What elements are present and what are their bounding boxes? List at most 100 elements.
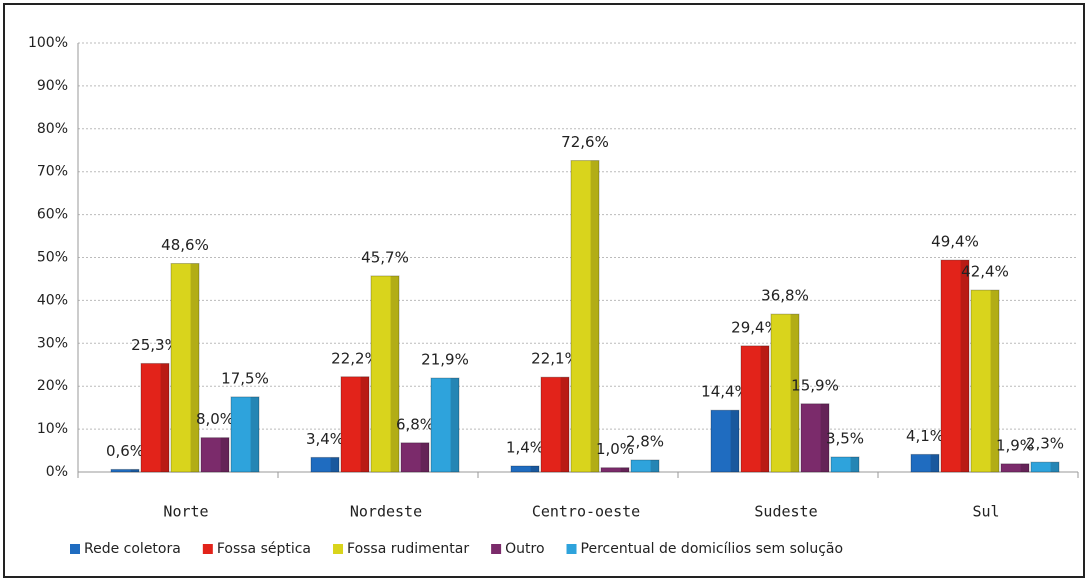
legend-label: Rede coletora xyxy=(84,541,181,557)
y-tick-label: 0% xyxy=(46,464,68,480)
bar-shade xyxy=(450,378,459,472)
legend-label: Fossa séptica xyxy=(217,541,311,557)
bar xyxy=(400,442,430,473)
bar-shade xyxy=(650,459,659,472)
bar-shade xyxy=(730,410,739,472)
bar-shade xyxy=(220,437,229,472)
value-label: 3,5% xyxy=(826,429,864,447)
bar-shade xyxy=(820,403,829,472)
bar-shade xyxy=(190,263,199,472)
bar xyxy=(200,437,230,473)
bar xyxy=(510,465,540,473)
value-label: 49,4% xyxy=(931,233,979,251)
value-label: 1,4% xyxy=(506,438,544,456)
value-label: 15,9% xyxy=(791,376,839,394)
y-tick-label: 80% xyxy=(37,121,68,137)
bar xyxy=(740,345,770,473)
value-label: 21,9% xyxy=(421,351,469,369)
legend-swatch xyxy=(491,544,502,554)
legend-label: Outro xyxy=(505,541,544,557)
bar xyxy=(340,376,370,473)
bar xyxy=(310,456,340,473)
y-tick-label: 20% xyxy=(37,378,68,394)
bar-shade xyxy=(850,456,859,472)
bar xyxy=(970,289,1000,473)
bar xyxy=(1000,463,1030,473)
bar-shade xyxy=(930,454,939,472)
value-label: 17,5% xyxy=(221,369,269,387)
y-tick-label: 40% xyxy=(37,292,68,308)
bar-shade xyxy=(390,275,399,472)
bar xyxy=(430,377,460,473)
legend-swatch xyxy=(202,544,213,554)
value-label: 2,3% xyxy=(1026,435,1064,453)
chart-frame xyxy=(3,3,1085,578)
x-tick-label: Norte xyxy=(163,503,208,521)
bar-shade xyxy=(530,465,539,472)
value-label: 25,3% xyxy=(131,336,179,354)
bar-shade xyxy=(130,469,139,472)
bar xyxy=(600,467,630,473)
y-tick-label: 30% xyxy=(37,335,68,351)
bar xyxy=(710,409,740,473)
value-label: 3,4% xyxy=(306,430,344,448)
bar xyxy=(1030,461,1060,473)
bar xyxy=(800,403,830,473)
value-label: 1,9% xyxy=(996,436,1034,454)
bar-shade xyxy=(160,363,169,472)
legend-label: Fossa rudimentar xyxy=(347,541,469,557)
legend-swatch xyxy=(333,544,344,554)
x-tick-label: Nordeste xyxy=(350,503,422,521)
value-label: 36,8% xyxy=(761,287,809,305)
value-label: 6,8% xyxy=(396,415,434,433)
value-label: 45,7% xyxy=(361,248,409,266)
bar xyxy=(630,459,660,473)
y-tick-label: 70% xyxy=(37,164,68,180)
bar xyxy=(940,259,970,473)
bar-shade xyxy=(590,160,599,472)
bar-shade xyxy=(360,376,369,472)
legend-label: Percentual de domicílios sem solução xyxy=(581,541,844,557)
value-label: 0,6% xyxy=(106,442,144,460)
bar-shade xyxy=(420,442,429,472)
bar-shade xyxy=(330,457,339,472)
bar xyxy=(170,263,200,473)
bar xyxy=(540,376,570,473)
value-label: 22,2% xyxy=(331,349,379,367)
bar xyxy=(230,396,260,473)
bar xyxy=(830,456,860,473)
bar xyxy=(910,453,940,473)
y-tick-label: 100% xyxy=(28,35,68,51)
value-label: 8,0% xyxy=(196,410,234,428)
value-label: 14,4% xyxy=(701,383,749,401)
x-tick-label: Centro-oeste xyxy=(532,503,640,521)
value-label: 42,4% xyxy=(961,263,1009,281)
value-label: 1,0% xyxy=(596,440,634,458)
bar xyxy=(110,468,140,473)
y-tick-label: 60% xyxy=(37,207,68,223)
bar-shade xyxy=(1020,463,1029,472)
bar-shade xyxy=(990,290,999,472)
y-tick-label: 10% xyxy=(37,421,68,437)
value-label: 2,8% xyxy=(626,432,664,450)
bar-shade xyxy=(760,345,769,472)
x-tick-label: Sul xyxy=(972,503,999,521)
bar-shade xyxy=(1050,462,1059,472)
value-label: 48,6% xyxy=(161,236,209,254)
legend-swatch xyxy=(566,544,577,554)
value-label: 22,1% xyxy=(531,350,579,368)
bar xyxy=(370,275,400,473)
x-tick-label: Sudeste xyxy=(754,503,817,521)
y-tick-label: 50% xyxy=(37,250,68,266)
bar xyxy=(140,362,170,473)
value-label: 29,4% xyxy=(731,318,779,336)
bar-shade xyxy=(960,260,969,472)
bar xyxy=(570,160,600,473)
bar-shade xyxy=(790,314,799,472)
bar-shade xyxy=(620,467,629,472)
value-label: 4,1% xyxy=(906,427,944,445)
y-tick-label: 90% xyxy=(37,78,68,94)
legend-swatch xyxy=(70,544,80,554)
value-label: 72,6% xyxy=(561,133,609,151)
